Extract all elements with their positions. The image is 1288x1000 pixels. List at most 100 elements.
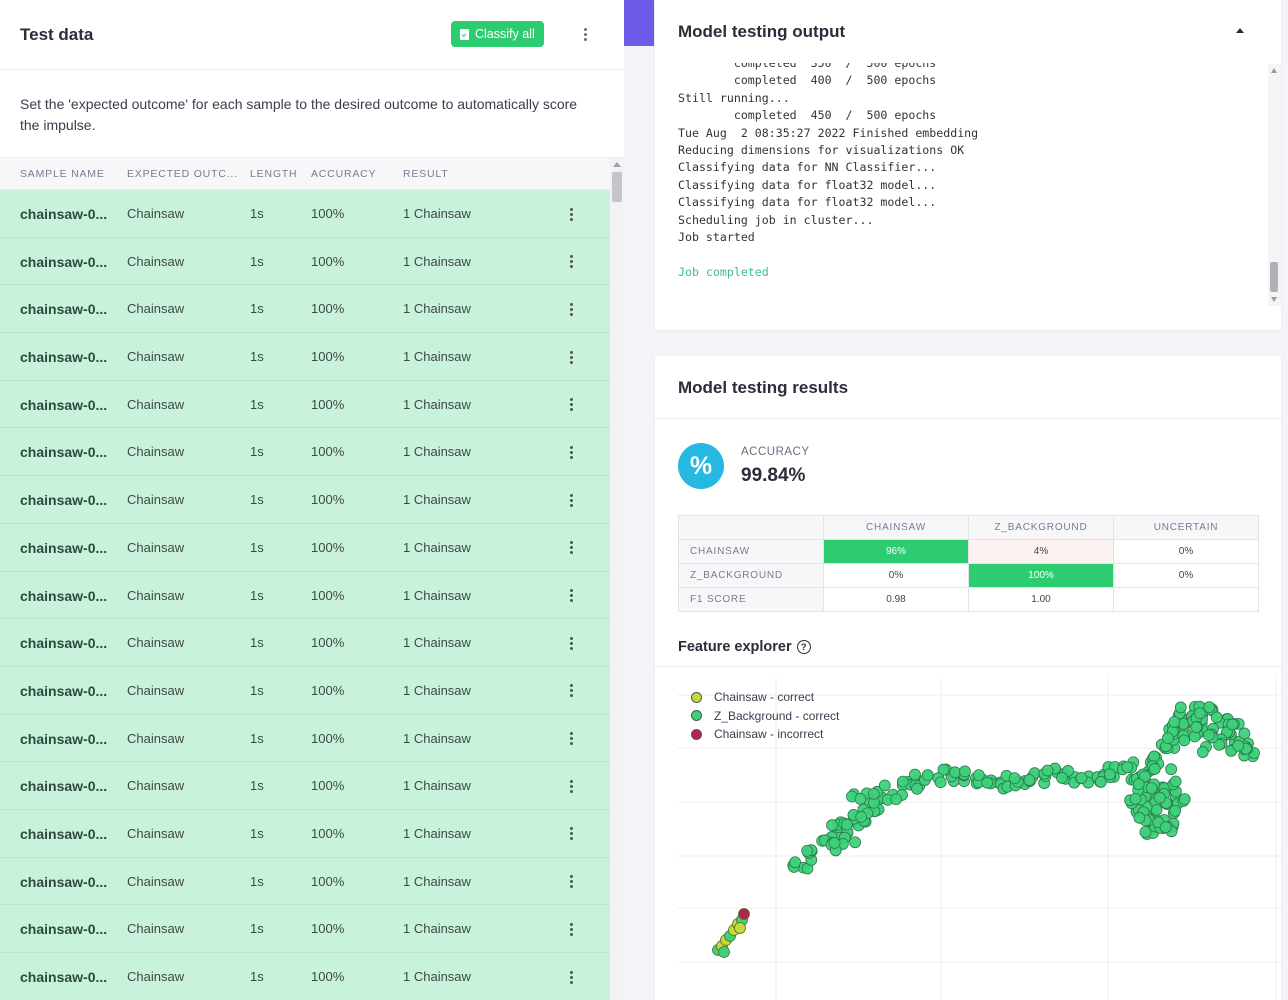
plot-point[interactable]	[1203, 701, 1216, 713]
plot-point[interactable]	[1168, 716, 1181, 728]
table-row[interactable]: chainsaw-0... Chainsaw 1s 100% 1 Chainsaw	[0, 190, 610, 238]
plot-point[interactable]	[890, 793, 903, 806]
sample-name[interactable]: chainsaw-0...	[20, 587, 108, 604]
sample-name[interactable]: chainsaw-0...	[20, 492, 108, 509]
plot-point[interactable]	[1139, 826, 1152, 838]
plot-point[interactable]	[981, 776, 994, 789]
plot-point[interactable]	[1210, 711, 1223, 724]
row-options-icon[interactable]	[563, 444, 579, 460]
table-scrollbar[interactable]	[610, 158, 624, 1000]
plot-point[interactable]	[1238, 727, 1251, 740]
sample-name[interactable]: chainsaw-0...	[20, 873, 108, 890]
row-options-icon[interactable]	[563, 874, 579, 890]
plot-point[interactable]	[1075, 772, 1088, 784]
plot-point[interactable]	[1203, 729, 1215, 742]
row-options-icon[interactable]	[563, 540, 579, 556]
plot-point[interactable]	[854, 793, 867, 805]
table-row[interactable]: chainsaw-0... Chainsaw 1s 100% 1 Chainsaw	[0, 476, 610, 524]
table-row[interactable]: chainsaw-0... Chainsaw 1s 100% 1 Chainsaw	[0, 953, 610, 1000]
plot-point[interactable]	[1023, 774, 1036, 786]
plot-point[interactable]	[789, 856, 802, 869]
scroll-up-arrow-icon[interactable]	[613, 162, 621, 167]
row-options-icon[interactable]	[563, 731, 579, 747]
table-row[interactable]: chainsaw-0... Chainsaw 1s 100% 1 Chainsaw	[0, 285, 610, 334]
log-scrollbar-thumb[interactable]	[1270, 262, 1278, 292]
sample-name[interactable]: chainsaw-0...	[20, 539, 108, 556]
table-row[interactable]: chainsaw-0... Chainsaw 1s 100% 1 Chainsaw	[0, 571, 610, 620]
plot-point[interactable]	[1178, 793, 1191, 806]
plot-point[interactable]	[1133, 811, 1146, 824]
sample-name[interactable]: chainsaw-0...	[20, 682, 108, 699]
plot-point[interactable]	[1041, 764, 1054, 777]
sample-name[interactable]: chainsaw-0...	[20, 301, 108, 318]
column-header-accuracy[interactable]: ACCURACY	[311, 168, 377, 180]
plot-point[interactable]	[738, 908, 750, 920]
log-scroll-up-icon[interactable]	[1271, 68, 1277, 73]
sample-name[interactable]: chainsaw-0...	[20, 206, 108, 222]
plot-point[interactable]	[949, 766, 961, 779]
plot-point[interactable]	[1056, 772, 1068, 784]
table-row[interactable]: chainsaw-0... Chainsaw 1s 100% 1 Chainsaw	[0, 428, 610, 477]
plot-point[interactable]	[718, 946, 730, 958]
plot-point[interactable]	[1159, 821, 1172, 834]
row-options-icon[interactable]	[563, 349, 579, 365]
scrollbar-thumb[interactable]	[612, 172, 622, 202]
plot-point[interactable]	[934, 776, 947, 789]
plot-point[interactable]	[1153, 791, 1166, 804]
feature-explorer-plot[interactable]	[678, 678, 1281, 1000]
table-row[interactable]: chainsaw-0... Chainsaw 1s 100% 1 Chainsaw	[0, 333, 610, 381]
table-row[interactable]: chainsaw-0... Chainsaw 1s 100% 1 Chainsaw	[0, 237, 610, 286]
sample-name[interactable]: chainsaw-0...	[20, 396, 108, 413]
table-row[interactable]: chainsaw-0... Chainsaw 1s 100% 1 Chainsaw	[0, 714, 610, 763]
more-options-icon[interactable]	[577, 26, 593, 42]
sample-name[interactable]: chainsaw-0...	[20, 253, 108, 270]
row-options-icon[interactable]	[563, 969, 579, 985]
sample-name[interactable]: chainsaw-0...	[20, 635, 108, 652]
row-options-icon[interactable]	[563, 254, 579, 270]
column-header-length[interactable]: LENGTH	[250, 168, 298, 180]
table-row[interactable]: chainsaw-0... Chainsaw 1s 100% 1 Chainsaw	[0, 619, 610, 667]
plot-point[interactable]	[1226, 718, 1239, 731]
plot-point[interactable]	[911, 782, 923, 795]
plot-point[interactable]	[1193, 707, 1206, 720]
plot-point[interactable]	[1121, 761, 1134, 774]
table-row[interactable]: chainsaw-0... Chainsaw 1s 100% 1 Chainsaw	[0, 809, 610, 858]
plot-point[interactable]	[1138, 770, 1151, 783]
plot-point[interactable]	[972, 769, 985, 782]
plot-point[interactable]	[828, 837, 841, 849]
row-options-icon[interactable]	[563, 588, 579, 604]
table-row[interactable]: chainsaw-0... Chainsaw 1s 100% 1 Chainsaw	[0, 523, 610, 572]
row-options-icon[interactable]	[563, 778, 579, 794]
column-header-result[interactable]: RESULT	[403, 168, 449, 180]
row-options-icon[interactable]	[563, 492, 579, 508]
plot-point[interactable]	[937, 763, 950, 776]
plot-point[interactable]	[1145, 782, 1158, 794]
plot-point[interactable]	[921, 769, 934, 782]
plot-point[interactable]	[1213, 738, 1226, 751]
plot-point[interactable]	[840, 818, 853, 831]
sample-name[interactable]: chainsaw-0...	[20, 921, 108, 938]
plot-point[interactable]	[855, 810, 868, 823]
table-row[interactable]: chainsaw-0... Chainsaw 1s 100% 1 Chainsaw	[0, 857, 610, 906]
plot-point[interactable]	[1169, 804, 1182, 817]
row-options-icon[interactable]	[563, 635, 579, 651]
plot-point[interactable]	[1103, 768, 1116, 781]
plot-point[interactable]	[1008, 772, 1021, 785]
column-header-sample-name[interactable]: SAMPLE NAME	[20, 168, 105, 180]
table-row[interactable]: chainsaw-0... Chainsaw 1s 100% 1 Chainsaw	[0, 762, 610, 810]
plot-point[interactable]	[1148, 763, 1161, 775]
plot-point[interactable]	[734, 922, 746, 934]
sample-name[interactable]: chainsaw-0...	[20, 444, 108, 461]
plot-point[interactable]	[1190, 721, 1203, 734]
table-row[interactable]: chainsaw-0... Chainsaw 1s 100% 1 Chainsaw	[0, 666, 610, 715]
plot-point[interactable]	[909, 768, 921, 781]
plot-point[interactable]	[1132, 778, 1145, 791]
sample-name[interactable]: chainsaw-0...	[20, 969, 108, 985]
row-options-icon[interactable]	[563, 206, 579, 222]
sample-name[interactable]: chainsaw-0...	[20, 349, 108, 366]
plot-point[interactable]	[849, 836, 861, 849]
log-scroll-down-icon[interactable]	[1271, 297, 1277, 302]
classify-all-button[interactable]: Classify all	[451, 21, 544, 47]
table-row[interactable]: chainsaw-0... Chainsaw 1s 100% 1 Chainsaw	[0, 380, 610, 429]
plot-point[interactable]	[1165, 763, 1178, 776]
